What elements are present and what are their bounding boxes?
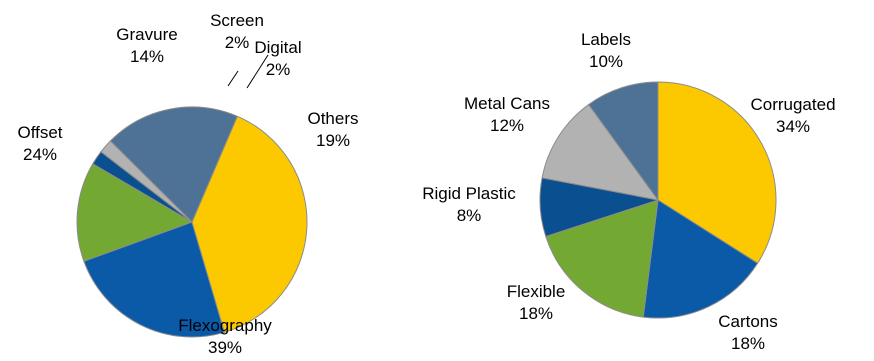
slice-name: Labels [581, 30, 631, 49]
slice-name: Gravure [116, 25, 177, 44]
pie-slice-metal-cans [541, 103, 660, 201]
slice-percent: 10% [589, 52, 623, 71]
data-label-flexography: Flexography 39% [178, 316, 272, 357]
slice-percent: 2% [225, 33, 250, 52]
slice-name: Flexible [507, 282, 566, 301]
pie-slice-gravure [76, 163, 194, 262]
leader-line-digital [246, 54, 269, 89]
data-label-labels: Labels 10% [581, 30, 631, 71]
slice-name: Corrugated [750, 95, 835, 114]
data-label-offset: Offset 24% [17, 123, 62, 164]
pie-slice-flexography [191, 115, 308, 333]
slice-percent: 14% [130, 47, 164, 66]
data-label-gravure: Gravure 14% [116, 25, 177, 66]
slice-percent: 19% [316, 131, 350, 150]
pie-slice-others [109, 106, 238, 223]
data-label-digital: Digital 2% [254, 38, 301, 79]
data-label-corrugated: Corrugated 34% [750, 95, 835, 136]
data-label-flexible: Flexible 18% [507, 282, 566, 323]
slice-name: Flexography [178, 316, 272, 335]
pie-slice-screen [92, 151, 193, 223]
packaging-type-pie: Corrugated 34% Cartons 18% Flexible 18% Rigid … [422, 30, 835, 353]
slice-name: Digital [254, 38, 301, 57]
slice-percent: 18% [731, 334, 765, 353]
pie-slice-labels [587, 81, 659, 202]
leader-line-screen [227, 70, 239, 87]
pie-slice-offset [83, 221, 226, 338]
slice-percent: 18% [519, 304, 553, 323]
slice-percent: 8% [457, 206, 482, 225]
data-label-cartons: Cartons 18% [718, 312, 778, 353]
pie-slice-cartons [642, 199, 759, 319]
slice-name: Screen [210, 11, 264, 30]
printing-process-pie: Gravure 14% Offset 24% Flexography 39% Others 1… [17, 11, 358, 357]
slice-percent: 39% [208, 338, 242, 357]
slice-percent: 2% [266, 60, 291, 79]
slice-name: Cartons [718, 312, 778, 331]
pie-slice-flexible [545, 199, 659, 318]
data-label-metal-cans: Metal Cans 12% [464, 94, 550, 135]
slice-name: Offset [17, 123, 62, 142]
slice-percent: 34% [776, 117, 810, 136]
slice-name: Others [307, 109, 358, 128]
pie-slice-corrugated [657, 81, 777, 264]
slice-percent: 12% [490, 116, 524, 135]
slice-percent: 24% [23, 145, 57, 164]
data-label-others: Others 19% [307, 109, 358, 150]
slice-name: Rigid Plastic [422, 184, 516, 203]
data-label-rigid-plastic: Rigid Plastic 8% [422, 184, 516, 225]
data-label-screen: Screen 2% [210, 11, 264, 52]
slice-name: Metal Cans [464, 94, 550, 113]
